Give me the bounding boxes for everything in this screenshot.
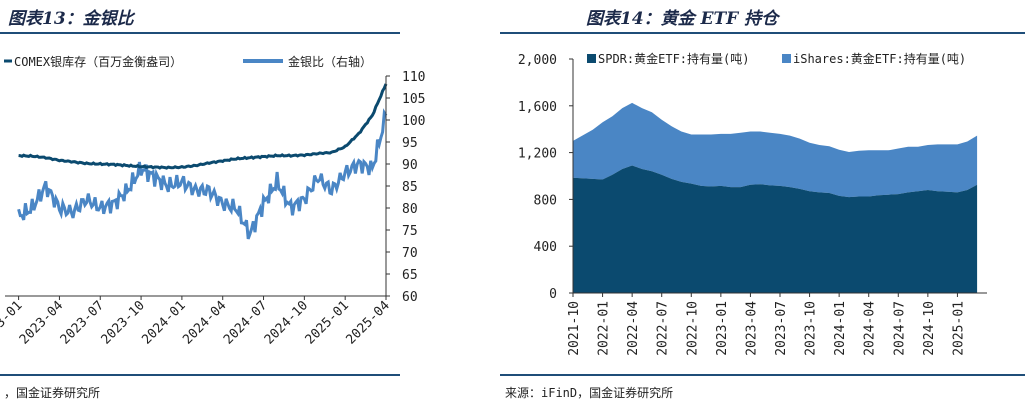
left-y2-tick-label: 85: [402, 180, 418, 195]
legend-label-ishares: iShares:黄金ETF:持有量(吨): [793, 51, 966, 66]
left-x-tick-label: 2024-07: [221, 298, 270, 347]
right-chart-title: 图表14：黄金 ETF 持仓: [586, 9, 779, 29]
right-y-tick-label: 800: [534, 193, 557, 208]
right-legend: SPDR:黄金ETF:持有量(吨) iShares:黄金ETF:持有量(吨): [587, 51, 966, 66]
right-y-tick-label: 1,600: [518, 100, 557, 115]
right-x-tick-label: 2023-04: [744, 301, 759, 356]
left-x-tick-label: 2023-07: [58, 298, 107, 347]
right-x-tick-label: 2022-01: [597, 301, 612, 356]
right-source-rule: [500, 374, 1025, 376]
right-y-tick-label: 2,000: [518, 53, 557, 68]
right-chart: SPDR:黄金ETF:持有量(吨) iShares:黄金ETF:持有量(吨) 2…: [518, 51, 987, 356]
left-y2-tick-label: 65: [402, 268, 418, 283]
left-y2-tick-label: 110: [402, 70, 425, 85]
right-source: 来源：iFinD，国金证券研究所: [505, 386, 674, 400]
left-y2-tick-label: 70: [402, 246, 418, 261]
left-source-rule: [0, 374, 400, 376]
right-axes: 2,000 1,600 1,200 800 400 0 2021-10 2022-01 2022…: [518, 53, 987, 356]
right-x-tick-label: 2023-10: [804, 301, 819, 356]
right-x-tick-label: 2022-10: [685, 301, 700, 356]
series-area-ishares: [573, 102, 978, 198]
right-x-tick-label: 2021-10: [567, 301, 582, 356]
left-x-tick-label: 2024-04: [180, 298, 229, 347]
left-legend: COMEX银库存（百万金衡盎司） 金银比（右轴）: [4, 54, 372, 69]
left-y2-tick-label: 75: [402, 224, 418, 239]
series-area-spdr: [573, 165, 978, 293]
legend-swatch-ishares: [782, 54, 791, 63]
left-x-tick-label: 2025-01: [303, 298, 352, 347]
left-source: ，国金证券研究所: [4, 386, 101, 400]
left-y2-tick-label: 95: [402, 136, 418, 151]
right-x-tick-label: 2023-07: [774, 301, 789, 356]
left-chart: COMEX银库存（百万金衡盎司） 金银比（右轴） 110 105 100 95 90 85…: [0, 54, 425, 348]
right-x-tick-label: 2025-01: [951, 301, 966, 356]
right-x-tick-label: 2024-04: [863, 301, 878, 356]
left-x-tick-label: 2024-10: [262, 298, 311, 347]
legend-label-inventory: COMEX银库存（百万金衡盎司）: [14, 54, 182, 69]
left-x-tick-label: 2024-01: [139, 298, 188, 347]
right-x-tick-label: 2022-07: [656, 301, 671, 356]
right-title-rule: [500, 32, 1025, 34]
right-plot-area: [573, 102, 978, 293]
right-x-tick-label: 2024-01: [833, 301, 848, 356]
left-x-tick-label: 2023-04: [17, 298, 66, 347]
right-x-tick-label: 2023-01: [715, 301, 730, 356]
left-y2-tick-label: 60: [402, 290, 418, 305]
right-y-tick-label: 400: [534, 240, 557, 255]
left-x-tick-label: 2025-04: [343, 298, 392, 347]
legend-label-spdr: SPDR:黄金ETF:持有量(吨): [598, 51, 749, 66]
legend-swatch-spdr: [587, 54, 596, 63]
series-line-comex-inventory: [18, 83, 388, 170]
series-line-gold-silver-ratio: [17, 108, 388, 240]
left-chart-title: 图表13：金银比: [8, 9, 134, 29]
left-plot-area: [17, 83, 388, 240]
left-y2-tick-label: 105: [402, 92, 425, 107]
legend-label-ratio: 金银比（右轴）: [288, 54, 372, 69]
right-y-tick-label: 1,200: [518, 147, 557, 162]
left-y2-tick-label: 90: [402, 158, 418, 173]
left-y2-tick-label: 80: [402, 202, 418, 217]
left-y2-tick-label: 100: [402, 114, 425, 129]
right-x-tick-label: 2024-10: [922, 301, 937, 356]
right-y-tick-label: 0: [549, 287, 557, 302]
right-x-tick-label: 2024-07: [892, 301, 907, 356]
right-x-tick-label: 2022-04: [626, 301, 641, 356]
left-title-rule: [0, 32, 400, 34]
left-x-tick-label: 2023-10: [99, 298, 148, 347]
